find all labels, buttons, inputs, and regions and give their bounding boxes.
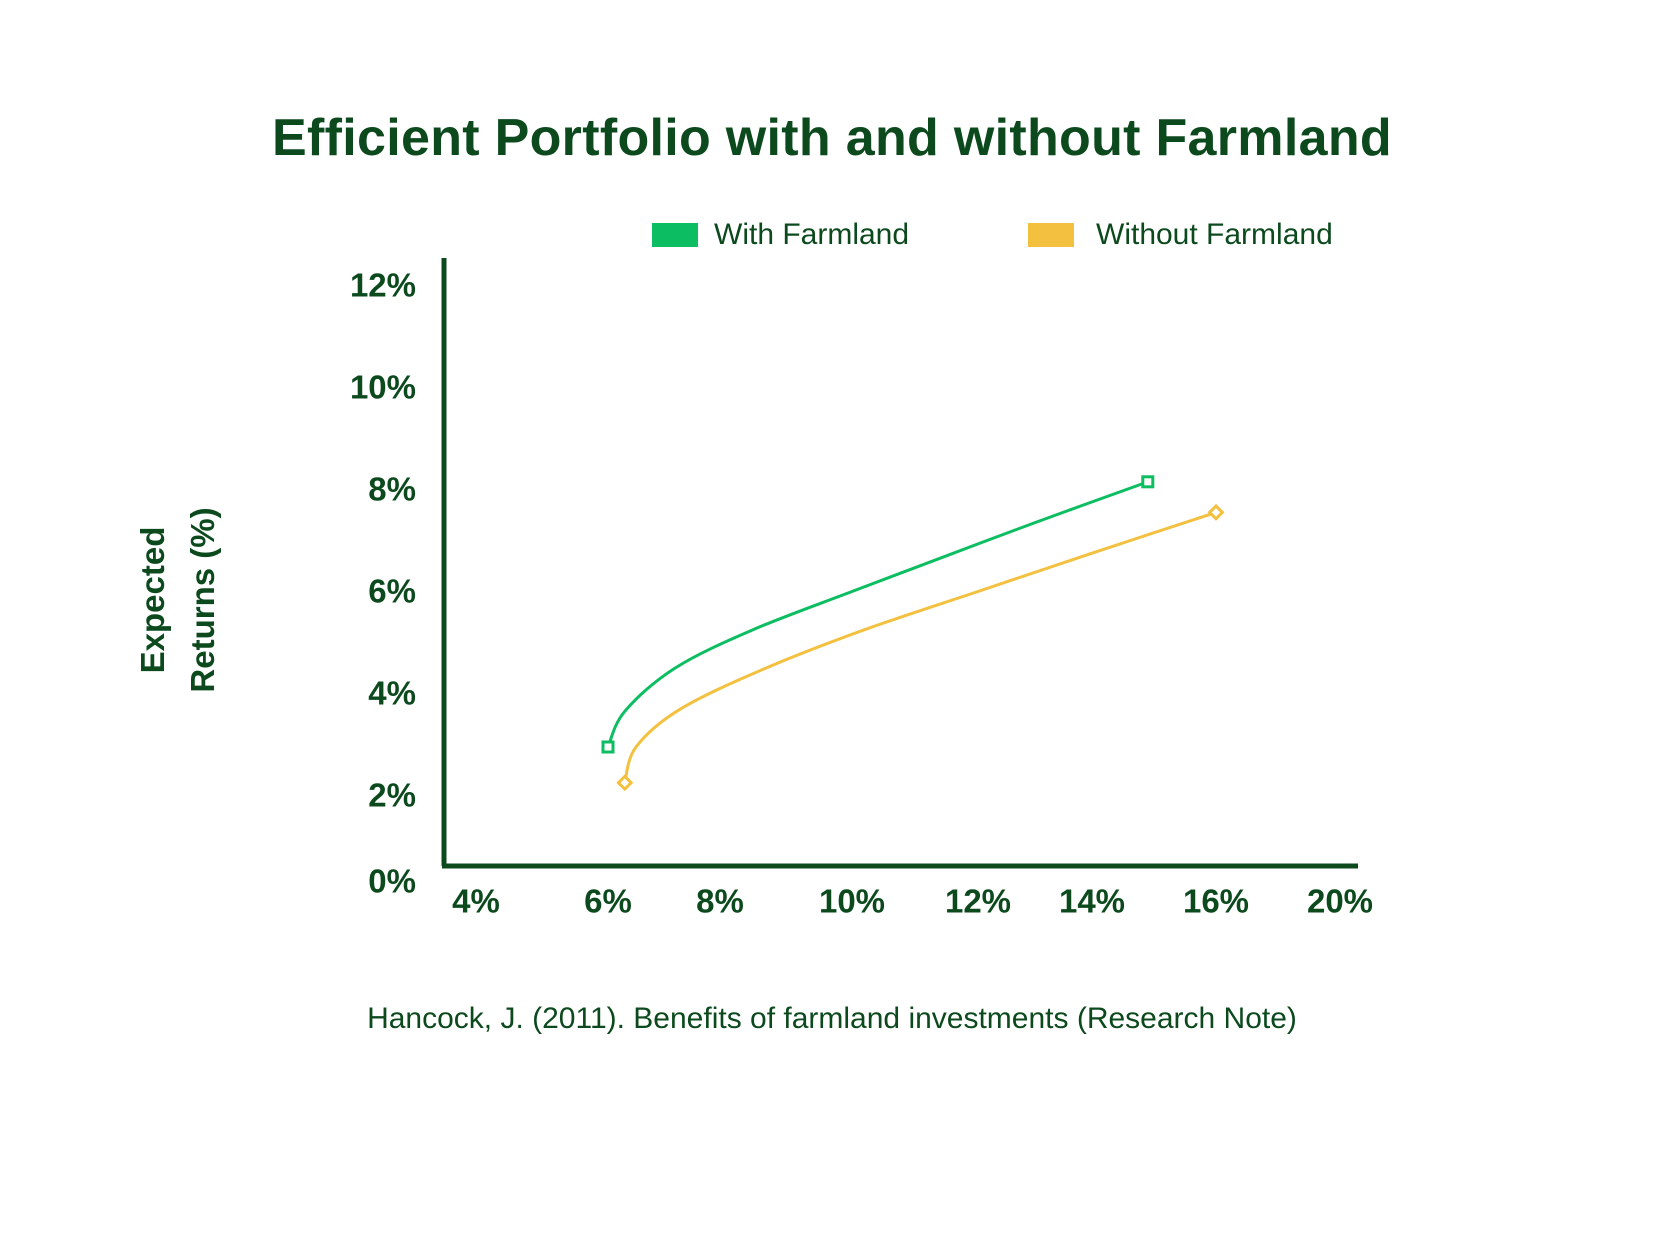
- x-tick-label: 20%: [1307, 883, 1373, 920]
- with-farmland-start-marker: [601, 740, 615, 754]
- without-farmland-end-marker: [1207, 503, 1225, 521]
- legend-label-without-farmland: Without Farmland: [1096, 218, 1333, 251]
- x-tick-label: 6%: [584, 883, 632, 920]
- legend-item-without-farmland: Without Farmland: [1028, 218, 1333, 252]
- y-tick-label: 10%: [350, 369, 416, 406]
- chart-legend: With Farmland Without Farmland: [0, 218, 1664, 258]
- x-tick-label: 16%: [1183, 883, 1249, 920]
- y-tick-label: 2%: [368, 777, 416, 814]
- y-tick-label: 0%: [368, 863, 416, 900]
- legend-item-with-farmland: With Farmland: [652, 218, 909, 252]
- series-line-with-farmland: [606, 480, 1149, 748]
- x-tick-label: 14%: [1059, 883, 1125, 920]
- series-layer: [601, 475, 1225, 792]
- without-farmland-start-marker: [616, 774, 634, 792]
- legend-swatch-without-farmland: [1028, 223, 1074, 247]
- series-line-without-farmland: [623, 510, 1217, 784]
- x-tick-labels: 4% 6% 8% 10% 12% 14% 16% 20%: [452, 883, 1373, 920]
- x-tick-label: 4%: [452, 883, 500, 920]
- y-tick-label: 8%: [368, 471, 416, 508]
- x-tick-label: 10%: [819, 883, 885, 920]
- y-tick-label: 4%: [368, 675, 416, 712]
- chart-title: Efficient Portfolio with and without Far…: [272, 109, 1392, 167]
- y-tick-label: 12%: [350, 267, 416, 304]
- legend-swatch-with-farmland: [652, 223, 698, 247]
- source-citation: Hancock, J. (2011). Benefits of farmland…: [367, 1002, 1297, 1035]
- y-tick-labels: 0% 2% 4% 6% 8% 10% 12%: [350, 267, 416, 900]
- legend-label-with-farmland: With Farmland: [714, 218, 910, 251]
- x-tick-label: 8%: [696, 883, 744, 920]
- with-farmland-end-marker: [1141, 475, 1155, 489]
- y-tick-label: 6%: [368, 573, 416, 610]
- x-tick-label: 12%: [945, 883, 1011, 920]
